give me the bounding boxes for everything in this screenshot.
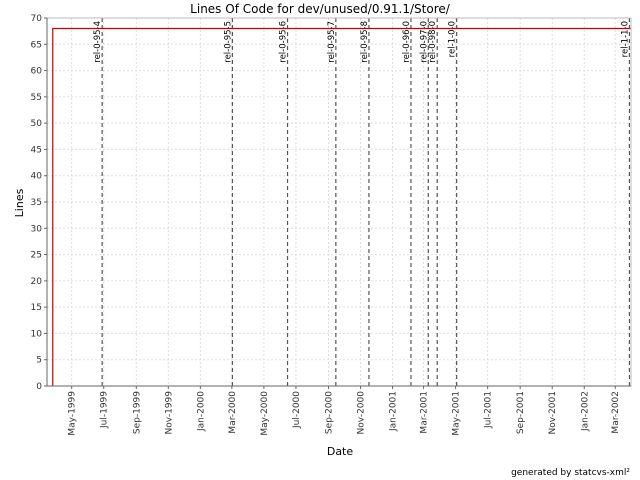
- release-marker-label: rel-0-95-6: [279, 21, 289, 63]
- x-axis-ticks: May-1999 Jul-1999 Sep-1999 Nov-1999 Jan-2000…: [68, 386, 621, 436]
- release-marker-label: rel-0-98-0: [428, 21, 438, 63]
- x-tick-label: May-2000: [260, 391, 270, 436]
- y-tick-label: 5: [36, 356, 42, 366]
- release-marker-label: rel-0-97-0: [419, 21, 429, 63]
- x-tick-label: Jul-1999: [100, 391, 110, 429]
- x-tick-label: Jan-2000: [196, 391, 206, 432]
- x-tick-label: Jul-2000: [292, 391, 302, 429]
- y-tick-label: 70: [31, 14, 43, 24]
- y-tick-label: 20: [31, 277, 43, 287]
- loc-series-line: [52, 27, 631, 386]
- release-marker-label: rel-0-95-8: [360, 21, 370, 63]
- chart-title: Lines Of Code for dev/unused/0.91.1/Stor…: [190, 2, 451, 16]
- release-markers: rel-0-95-4 rel-0-95-5 rel-0-95-6 rel-0-95-7…: [93, 18, 630, 386]
- x-tick-label: Sep-2000: [324, 391, 334, 434]
- y-axis-label: Lines: [13, 188, 26, 217]
- grid: [47, 17, 631, 387]
- y-tick-label: 30: [31, 224, 43, 234]
- x-tick-label: Nov-1999: [164, 391, 174, 435]
- generated-by-footer: generated by statcvs-xml²: [511, 468, 630, 478]
- y-tick-label: 45: [31, 145, 42, 155]
- x-tick-label: Mar-2000: [228, 391, 238, 434]
- y-tick-label: 50: [31, 119, 43, 129]
- y-tick-label: 10: [31, 329, 43, 339]
- x-axis-label: Date: [327, 445, 354, 458]
- release-marker-label: rel-1-1-0: [620, 21, 630, 57]
- x-tick-label: Nov-2000: [357, 391, 367, 435]
- y-tick-label: 65: [31, 40, 42, 50]
- x-tick-label: Nov-2001: [548, 391, 558, 434]
- x-tick-label: Jul-2001: [484, 391, 494, 429]
- y-tick-label: 40: [31, 172, 43, 182]
- series-group: [52, 27, 631, 386]
- x-tick-label: May-2001: [452, 391, 462, 436]
- x-tick-label: Mar-2002: [611, 391, 621, 434]
- y-tick-label: 25: [31, 251, 42, 261]
- x-tick-label: Jan-2001: [389, 391, 399, 432]
- release-marker-label: rel-1-0-0: [448, 21, 458, 57]
- x-tick-label: Sep-1999: [132, 391, 142, 434]
- y-tick-label: 0: [36, 382, 42, 392]
- x-tick-label: Jan-2002: [580, 391, 590, 432]
- release-marker-label: rel-0-95-7: [327, 21, 337, 63]
- release-marker-label: rel-0-96-0: [402, 21, 412, 63]
- x-tick-label: May-1999: [68, 391, 78, 436]
- y-tick-label: 15: [31, 303, 42, 313]
- y-tick-label: 60: [31, 67, 43, 77]
- y-tick-label: 35: [31, 198, 42, 208]
- release-marker-label: rel-0-95-5: [223, 21, 233, 63]
- release-marker-label: rel-0-95-4: [93, 21, 103, 63]
- y-tick-label: 55: [31, 93, 42, 103]
- x-tick-label: Mar-2001: [420, 391, 430, 434]
- y-axis-ticks: 0 5 10 15 20 25 30 35 40 45 50 55 60 65 70: [31, 14, 47, 392]
- x-tick-label: Sep-2001: [516, 391, 526, 434]
